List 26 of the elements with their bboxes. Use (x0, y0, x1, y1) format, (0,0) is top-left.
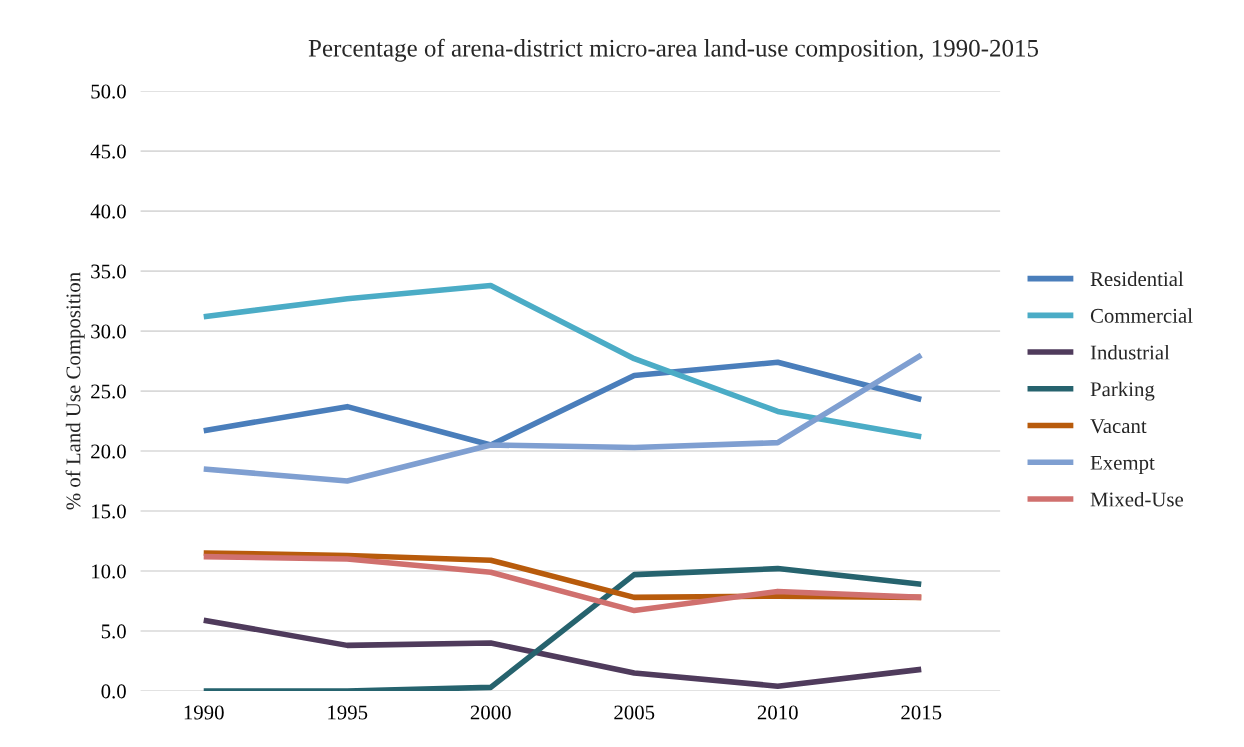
x-tick-label: 2005 (614, 705, 655, 720)
y-tick-label: 25.0 (91, 384, 126, 399)
y-tick-label: 45.0 (90, 144, 126, 159)
legend-label: Vacant (1090, 419, 1147, 434)
y-axis-title: % of Land Use Composition (65, 272, 85, 510)
legend-label: Industrial (1090, 344, 1170, 360)
legend-label: Commercial (1090, 308, 1193, 323)
chart-title: Percentage of arena-district micro-area land-use composition, 1990-2015 (308, 38, 1039, 62)
y-tick-label: 35.0 (91, 264, 126, 279)
legend-label: Parking (1090, 381, 1155, 401)
y-tick-label: 5.0 (101, 624, 126, 639)
legend-label: Mixed-Use (1090, 491, 1184, 507)
x-tick-label: 1990 (184, 705, 224, 720)
legend-label: Exempt (1090, 455, 1155, 475)
y-tick-label: 20.0 (91, 444, 126, 459)
x-tick-label: 1995 (328, 705, 368, 720)
y-tick-label: 0.0 (101, 684, 126, 699)
x-tick-label: 2010 (757, 705, 798, 720)
y-tick-label: 10.0 (92, 564, 126, 579)
x-tick-label: 2000 (470, 705, 511, 720)
x-tick-label: 2015 (901, 705, 942, 720)
y-tick-label: 15.0 (92, 504, 126, 519)
y-tick-label: 40.0 (90, 204, 126, 219)
legend-label: Residential (1090, 271, 1184, 287)
y-tick-label: 30.0 (91, 324, 126, 339)
y-tick-label: 50.0 (91, 84, 126, 99)
